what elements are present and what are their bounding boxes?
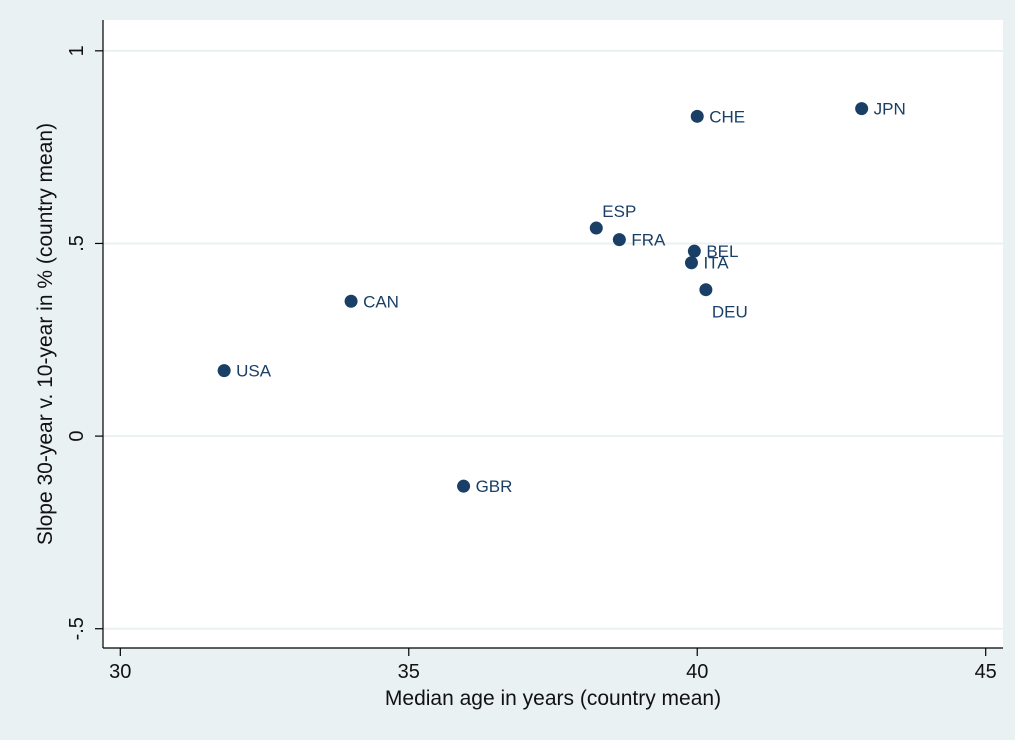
data-point-fra bbox=[612, 233, 626, 247]
point-label-can: CAN bbox=[363, 292, 399, 311]
x-tick-label: 45 bbox=[975, 661, 997, 683]
point-label-bel: BEL bbox=[706, 242, 738, 261]
point-label-ita: ITA bbox=[703, 254, 729, 273]
data-point-che bbox=[690, 109, 704, 123]
data-point-gbr bbox=[457, 479, 471, 493]
y-axis-title: Slope 30-year v. 10-year in % (country m… bbox=[34, 123, 57, 545]
y-tick-label: 1 bbox=[66, 45, 88, 56]
x-tick-label: 30 bbox=[109, 661, 131, 683]
data-point-bel bbox=[687, 244, 701, 258]
y-tick-label: -.5 bbox=[66, 617, 88, 640]
point-label-esp: ESP bbox=[602, 202, 636, 221]
x-tick-label: 35 bbox=[398, 661, 420, 683]
data-point-deu bbox=[699, 283, 713, 297]
x-tick-label: 40 bbox=[686, 661, 708, 683]
x-axis-title: Median age in years (country mean) bbox=[385, 687, 721, 710]
data-point-can bbox=[344, 294, 358, 308]
y-tick-label: .5 bbox=[66, 235, 88, 252]
gridlines bbox=[103, 49, 1003, 630]
y-tick-label: 0 bbox=[66, 431, 88, 442]
point-label-usa: USA bbox=[236, 362, 272, 381]
data-point-esp bbox=[589, 221, 603, 235]
data-point-usa bbox=[217, 364, 231, 378]
point-label-gbr: GBR bbox=[476, 477, 513, 496]
data-point-ita bbox=[684, 256, 698, 270]
point-label-deu: DEU bbox=[712, 303, 748, 322]
axes: -.5 0 .5 1 30 35 40 45 bbox=[66, 20, 1003, 683]
point-label-che: CHE bbox=[709, 107, 745, 126]
plot-area bbox=[103, 20, 1003, 648]
point-label-fra: FRA bbox=[631, 231, 666, 250]
data-point-jpn bbox=[855, 102, 869, 116]
point-label-jpn: JPN bbox=[874, 100, 906, 119]
